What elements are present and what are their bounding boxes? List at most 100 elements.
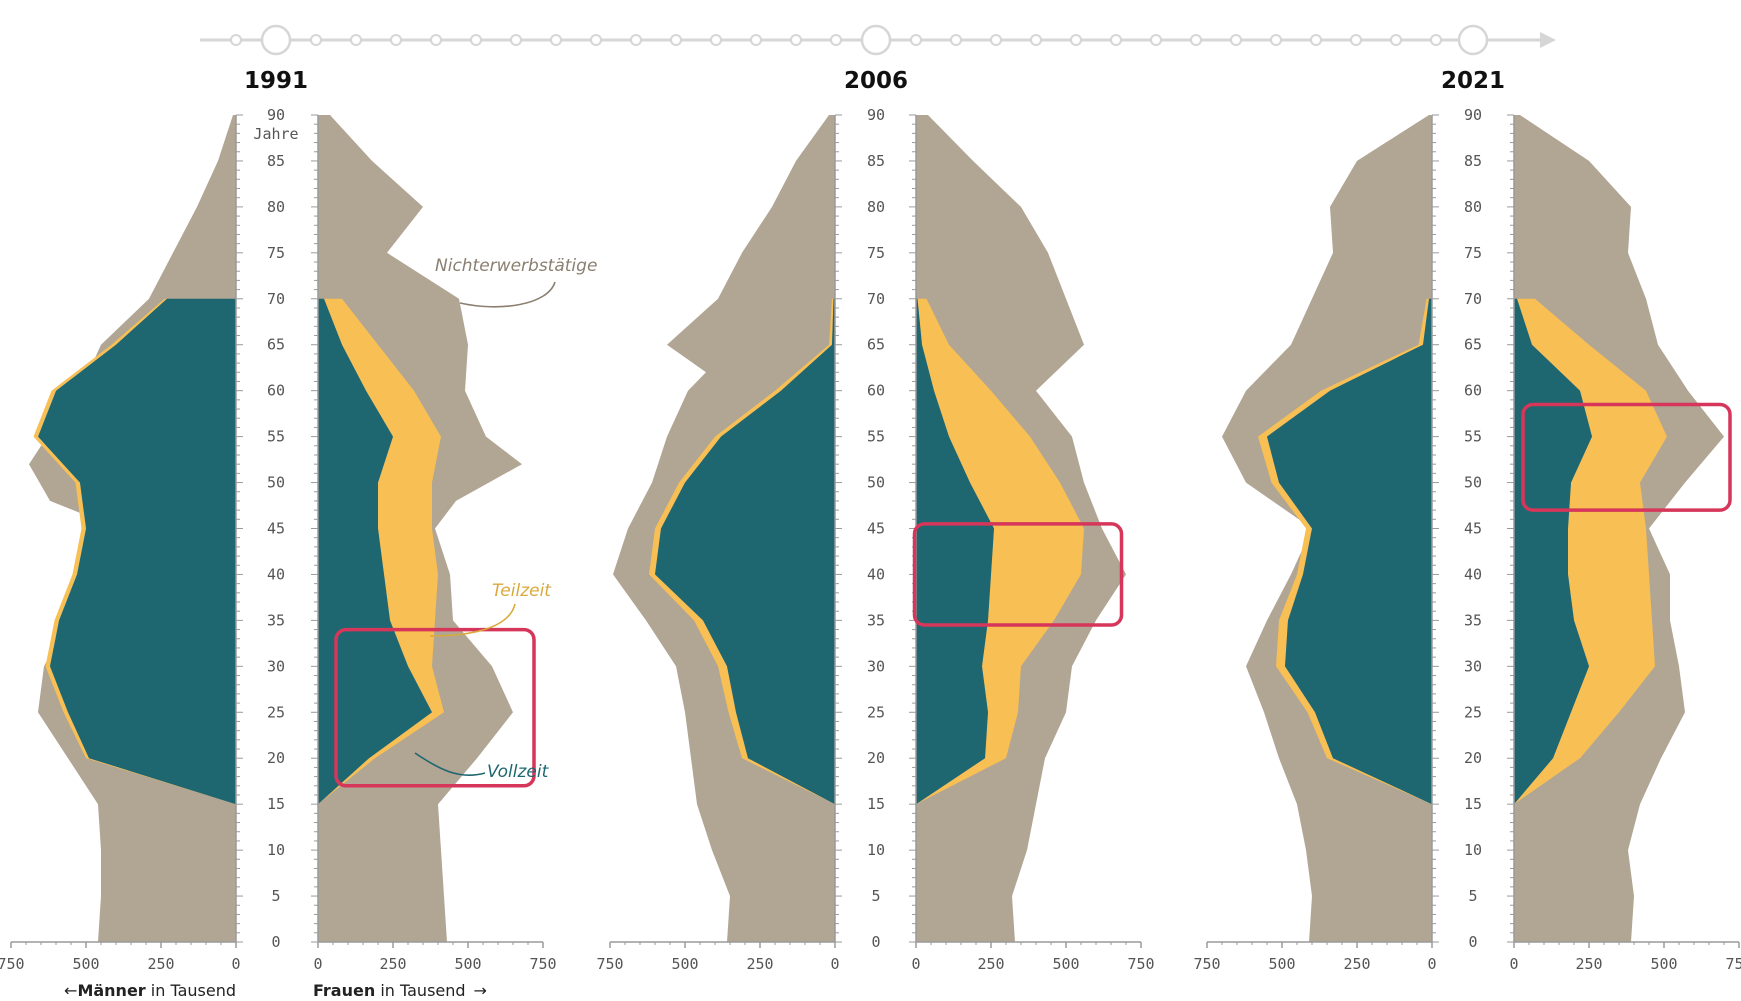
age-tick-label: 15	[867, 795, 885, 813]
timeline-dot	[230, 34, 242, 46]
value-tick-label: 500	[671, 955, 698, 973]
value-tick-label: 750	[1193, 955, 1220, 973]
timeline-dot	[1310, 34, 1322, 46]
timeline-dot	[590, 34, 602, 46]
age-tick-label: 0	[871, 933, 880, 951]
men-vollzeit-area	[38, 298, 236, 805]
leader-vollzeit	[414, 752, 486, 777]
men-pyramid-2021: 750 500 250 0	[1193, 114, 1439, 973]
pyramid-panel-2021: 7505002500025050075090858075706560555045…	[1193, 68, 1741, 973]
men-vollzeit-area	[1267, 298, 1432, 805]
age-tick-label: 35	[867, 611, 885, 629]
timeline-dot	[750, 34, 762, 46]
timeline-dot	[1230, 34, 1242, 46]
timeline-dot	[1110, 34, 1122, 46]
women-vollzeit-area	[1514, 298, 1592, 805]
men-pyramid-1991: 750 500 250 0	[0, 114, 243, 973]
timeline	[200, 24, 1556, 56]
timeline-dot	[390, 34, 402, 46]
value-tick-label: 500	[1650, 955, 1677, 973]
value-tick-label: 0	[231, 955, 240, 973]
value-tick-label: 500	[1268, 955, 1295, 973]
timeline-dot	[910, 34, 922, 46]
value-tick-label: 250	[1343, 955, 1370, 973]
age-tick-label: 30	[1464, 657, 1482, 675]
age-tick-label: 65	[867, 336, 885, 354]
age-tick-label: 5	[871, 887, 880, 905]
age-tick-label: 55	[267, 428, 285, 446]
timeline-dot	[1430, 34, 1442, 46]
highlight-box	[334, 627, 536, 788]
age-tick-label: 40	[1464, 565, 1482, 583]
age-tick-label: 80	[867, 198, 885, 216]
left-arrow-icon: ←	[64, 981, 77, 1000]
value-tick-label: 750	[529, 955, 556, 973]
age-tick-label: 50	[867, 474, 885, 492]
age-tick-label: 60	[867, 382, 885, 400]
value-tick-label: 750	[1127, 955, 1154, 973]
age-tick-label: 30	[267, 657, 285, 675]
age-tick-label: 20	[267, 749, 285, 767]
age-tick-label: 15	[267, 795, 285, 813]
timeline-dot	[1350, 34, 1362, 46]
age-tick-label: 20	[1464, 749, 1482, 767]
men-axis-title-bold: Männer	[77, 981, 145, 1000]
age-tick-label: 10	[867, 841, 885, 859]
age-tick-label: 5	[1468, 887, 1477, 905]
timeline-dot	[710, 34, 722, 46]
value-tick-label: 0	[830, 955, 839, 973]
age-tick-label: 20	[867, 749, 885, 767]
men-vollzeit-area	[655, 298, 835, 805]
age-tick-label: 45	[1464, 520, 1482, 538]
value-tick-label: 0	[1427, 955, 1436, 973]
value-tick-label: 0	[313, 955, 322, 973]
men-axis-title-rest: in Tausend	[146, 981, 236, 1000]
women-vollzeit-area	[916, 298, 994, 805]
age-tick-label: 55	[867, 428, 885, 446]
highlight-box	[1521, 402, 1732, 512]
age-tick-label: 90	[867, 106, 885, 124]
age-tick-label: 40	[867, 565, 885, 583]
timeline-year-marker	[860, 24, 892, 56]
timeline-dot	[1390, 34, 1402, 46]
age-tick-label: 0	[1468, 933, 1477, 951]
age-tick-label: 10	[1464, 841, 1482, 859]
age-tick-label: 40	[267, 565, 285, 583]
leader-nichterwerbstaetige	[459, 281, 556, 308]
age-tick-label: 25	[867, 703, 885, 721]
age-tick-label: 70	[1464, 290, 1482, 308]
women-teilzeit-area	[318, 298, 444, 805]
age-tick-label: 90	[267, 106, 285, 124]
timeline-dot	[350, 34, 362, 46]
age-tick-label: 55	[1464, 428, 1482, 446]
men-axis-title: ←Männer in Tausend	[64, 981, 236, 1000]
annotations: Nichterwerbstätige Teilzeit Vollzeit	[414, 256, 597, 782]
value-tick-label: 0	[911, 955, 920, 973]
age-tick-label: 50	[1464, 474, 1482, 492]
value-tick-label: 250	[1575, 955, 1602, 973]
age-tick-label: 85	[1464, 152, 1482, 170]
age-tick-label: 75	[267, 244, 285, 262]
age-tick-label: 5	[271, 887, 280, 905]
age-tick-label: 25	[267, 703, 285, 721]
age-tick-label: 90	[1464, 106, 1482, 124]
value-tick-label: 250	[379, 955, 406, 973]
women-pyramid-2021: 0 250 500 750	[1507, 114, 1741, 973]
pyramid-panels: 750 500 250 0 0 250 500 75090858075706560555045…	[0, 68, 1741, 973]
value-tick-label: 250	[746, 955, 773, 973]
age-tick-label: 35	[1464, 611, 1482, 629]
timeline-dot	[950, 34, 962, 46]
highlight-box	[912, 522, 1124, 627]
women-teilzeit-area	[1514, 298, 1667, 805]
age-tick-label: 70	[267, 290, 285, 308]
women-pyramid-2006: 0 250 500 750	[909, 114, 1155, 973]
age-tick-label: 65	[267, 336, 285, 354]
value-tick-label: 750	[1725, 955, 1741, 973]
age-tick-label: 80	[267, 198, 285, 216]
age-tick-label: 45	[267, 520, 285, 538]
age-tick-label: 75	[1464, 244, 1482, 262]
timeline-dot	[430, 34, 442, 46]
age-tick-label: 10	[267, 841, 285, 859]
year-title: 2021	[1441, 68, 1505, 94]
timeline-year-marker	[1457, 24, 1489, 56]
